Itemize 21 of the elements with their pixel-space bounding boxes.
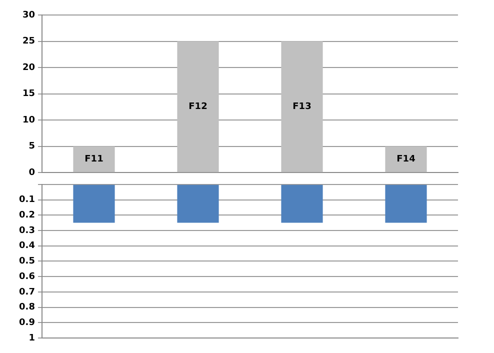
y-tick-label: 0.9 (19, 318, 35, 328)
y-tick-label: 5 (28, 142, 35, 152)
data-label: F14 (396, 154, 416, 165)
y-tick-label: 15 (22, 89, 35, 100)
y-tick-label: 0.3 (19, 226, 35, 236)
y-tick-label: 30 (22, 10, 35, 20)
y-tick-label: 0.2 (19, 210, 35, 220)
y-tick-label: 0.5 (19, 256, 35, 267)
data-label: F13 (292, 102, 312, 112)
y-tick-label: 0.7 (19, 287, 35, 298)
y-tick-label: 1 (28, 333, 35, 344)
y-tick-label: 0.8 (19, 302, 35, 313)
y-tick-label: 0.6 (19, 272, 35, 282)
data-label: F12 (188, 102, 208, 112)
data-label: F11 (84, 154, 104, 165)
y-tick-label: 0 (28, 168, 35, 178)
y-tick-label: 10 (22, 115, 35, 126)
y-tick-label: 0.4 (19, 241, 35, 252)
y-tick-label: 20 (22, 62, 35, 73)
y-tick-label: 0.1 (19, 195, 35, 206)
y-tick-label: 25 (22, 36, 35, 47)
